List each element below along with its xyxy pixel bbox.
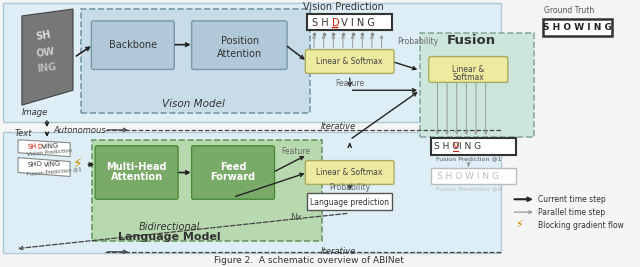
Text: Linear & Softmax: Linear & Softmax — [316, 57, 383, 66]
Text: Feed: Feed — [220, 162, 246, 172]
Text: Attention: Attention — [111, 172, 163, 182]
Text: Multi-Head: Multi-Head — [106, 162, 167, 172]
Polygon shape — [18, 158, 70, 176]
Polygon shape — [22, 9, 73, 105]
Text: Ground Truth: Ground Truth — [545, 6, 595, 15]
Bar — [92, 140, 322, 241]
FancyBboxPatch shape — [429, 57, 508, 82]
Text: SHO: SHO — [27, 161, 42, 168]
Text: Iterative: Iterative — [321, 247, 356, 256]
Text: Fusion Prediction @1: Fusion Prediction @1 — [436, 156, 501, 161]
Bar — [3, 3, 501, 122]
Bar — [543, 19, 612, 36]
FancyBboxPatch shape — [305, 161, 394, 184]
Text: ⚡: ⚡ — [73, 158, 83, 172]
Text: Bidirectional: Bidirectional — [139, 222, 200, 232]
Bar — [3, 132, 501, 253]
Text: Attention: Attention — [217, 49, 262, 58]
Text: SH: SH — [27, 143, 37, 150]
Bar — [307, 193, 392, 210]
Bar — [431, 138, 516, 155]
Text: V I N G: V I N G — [338, 18, 375, 28]
FancyBboxPatch shape — [191, 21, 287, 69]
Text: ING: ING — [36, 62, 57, 74]
FancyBboxPatch shape — [92, 21, 174, 69]
Text: Backbone: Backbone — [109, 40, 157, 50]
Text: Nx: Nx — [290, 213, 302, 222]
Text: Blocking gradient flow: Blocking gradient flow — [538, 221, 623, 230]
Text: S H O: S H O — [434, 142, 459, 151]
Text: Vision Prediction: Vision Prediction — [27, 148, 72, 157]
Bar — [431, 168, 516, 184]
FancyBboxPatch shape — [305, 50, 394, 73]
Text: Softmax: Softmax — [452, 73, 484, 82]
Text: Linear & Softmax: Linear & Softmax — [316, 168, 383, 177]
Text: Probability: Probability — [397, 37, 439, 46]
Text: D: D — [37, 144, 43, 150]
Text: VING: VING — [43, 161, 61, 168]
Text: Figure 2.  A schematic overview of ABINet: Figure 2. A schematic overview of ABINet — [214, 256, 404, 265]
Text: Fusion Prediction @1: Fusion Prediction @1 — [27, 167, 82, 176]
Text: S H: S H — [312, 18, 332, 28]
Text: OW: OW — [35, 46, 55, 59]
FancyBboxPatch shape — [191, 146, 275, 199]
Text: Position: Position — [221, 36, 259, 46]
Text: Vison Model: Vison Model — [162, 99, 225, 109]
Bar — [81, 9, 310, 113]
Text: S H O W I N G: S H O W I N G — [543, 23, 612, 32]
Text: D: D — [332, 18, 340, 28]
Text: Feature: Feature — [335, 79, 364, 88]
Text: I N G: I N G — [459, 142, 481, 151]
Text: Language prediction: Language prediction — [310, 198, 389, 207]
Bar — [420, 33, 534, 137]
Text: Vision Prediction: Vision Prediction — [303, 2, 385, 12]
Text: Forward: Forward — [211, 172, 255, 182]
Text: Text: Text — [14, 129, 32, 138]
Text: Fusion: Fusion — [447, 34, 496, 47]
Text: Current time step: Current time step — [538, 195, 605, 204]
Text: Probability: Probability — [329, 183, 371, 192]
Text: ⚡: ⚡ — [516, 220, 524, 230]
Text: V: V — [453, 142, 459, 151]
Polygon shape — [18, 140, 70, 157]
Text: Language Model: Language Model — [118, 232, 221, 242]
Text: Autonomous: Autonomous — [54, 126, 106, 135]
Text: Image: Image — [22, 108, 48, 117]
Bar — [307, 14, 392, 30]
Text: Parallel time step: Parallel time step — [538, 208, 605, 217]
Text: Fusion Prediction @2: Fusion Prediction @2 — [436, 186, 501, 191]
FancyBboxPatch shape — [95, 146, 178, 199]
Text: Feature: Feature — [281, 147, 310, 156]
Text: Iterative: Iterative — [321, 123, 356, 131]
Text: SH: SH — [35, 30, 51, 42]
Text: Linear &: Linear & — [452, 65, 484, 74]
Text: VING: VING — [41, 143, 59, 151]
Text: S H O W I N G: S H O W I N G — [437, 172, 499, 181]
